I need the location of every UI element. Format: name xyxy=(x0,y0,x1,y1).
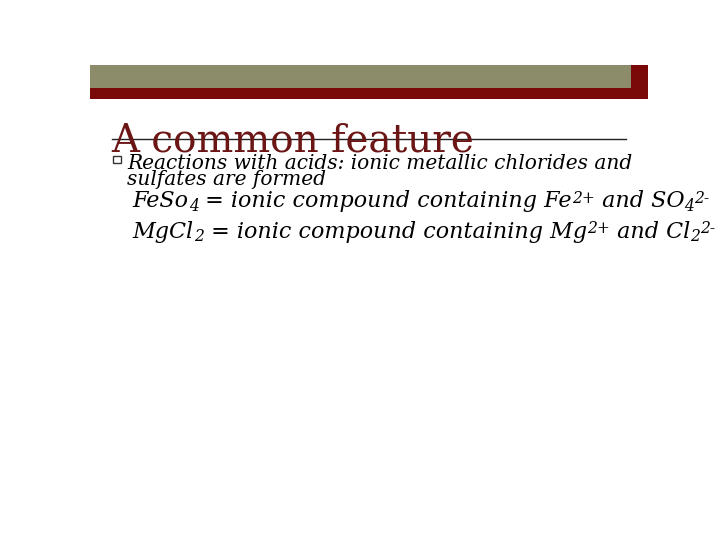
Text: = ionic compound containing Fe: = ionic compound containing Fe xyxy=(199,190,572,212)
Bar xyxy=(113,156,121,164)
Text: = ionic compound containing Mg: = ionic compound containing Mg xyxy=(204,221,587,243)
Text: FeSo: FeSo xyxy=(132,190,189,212)
Text: MgCl: MgCl xyxy=(132,221,194,243)
Text: 2+: 2+ xyxy=(587,220,610,238)
Text: 2: 2 xyxy=(690,228,700,246)
Text: and SO: and SO xyxy=(595,190,685,212)
Text: 2+: 2+ xyxy=(572,190,595,207)
Text: 4: 4 xyxy=(189,198,199,215)
Text: 2-: 2- xyxy=(694,190,709,207)
Text: A common feature: A common feature xyxy=(112,123,474,159)
Text: 4: 4 xyxy=(685,198,694,215)
Text: 2: 2 xyxy=(194,228,204,246)
Text: and Cl: and Cl xyxy=(610,221,690,243)
Bar xyxy=(90,65,631,88)
Bar xyxy=(90,88,631,99)
Bar xyxy=(631,65,648,99)
Text: Reactions with acids: ionic metallic chlorides and: Reactions with acids: ionic metallic chl… xyxy=(127,154,632,173)
Text: sulfates are formed: sulfates are formed xyxy=(127,170,326,188)
Text: 2-: 2- xyxy=(700,220,715,238)
